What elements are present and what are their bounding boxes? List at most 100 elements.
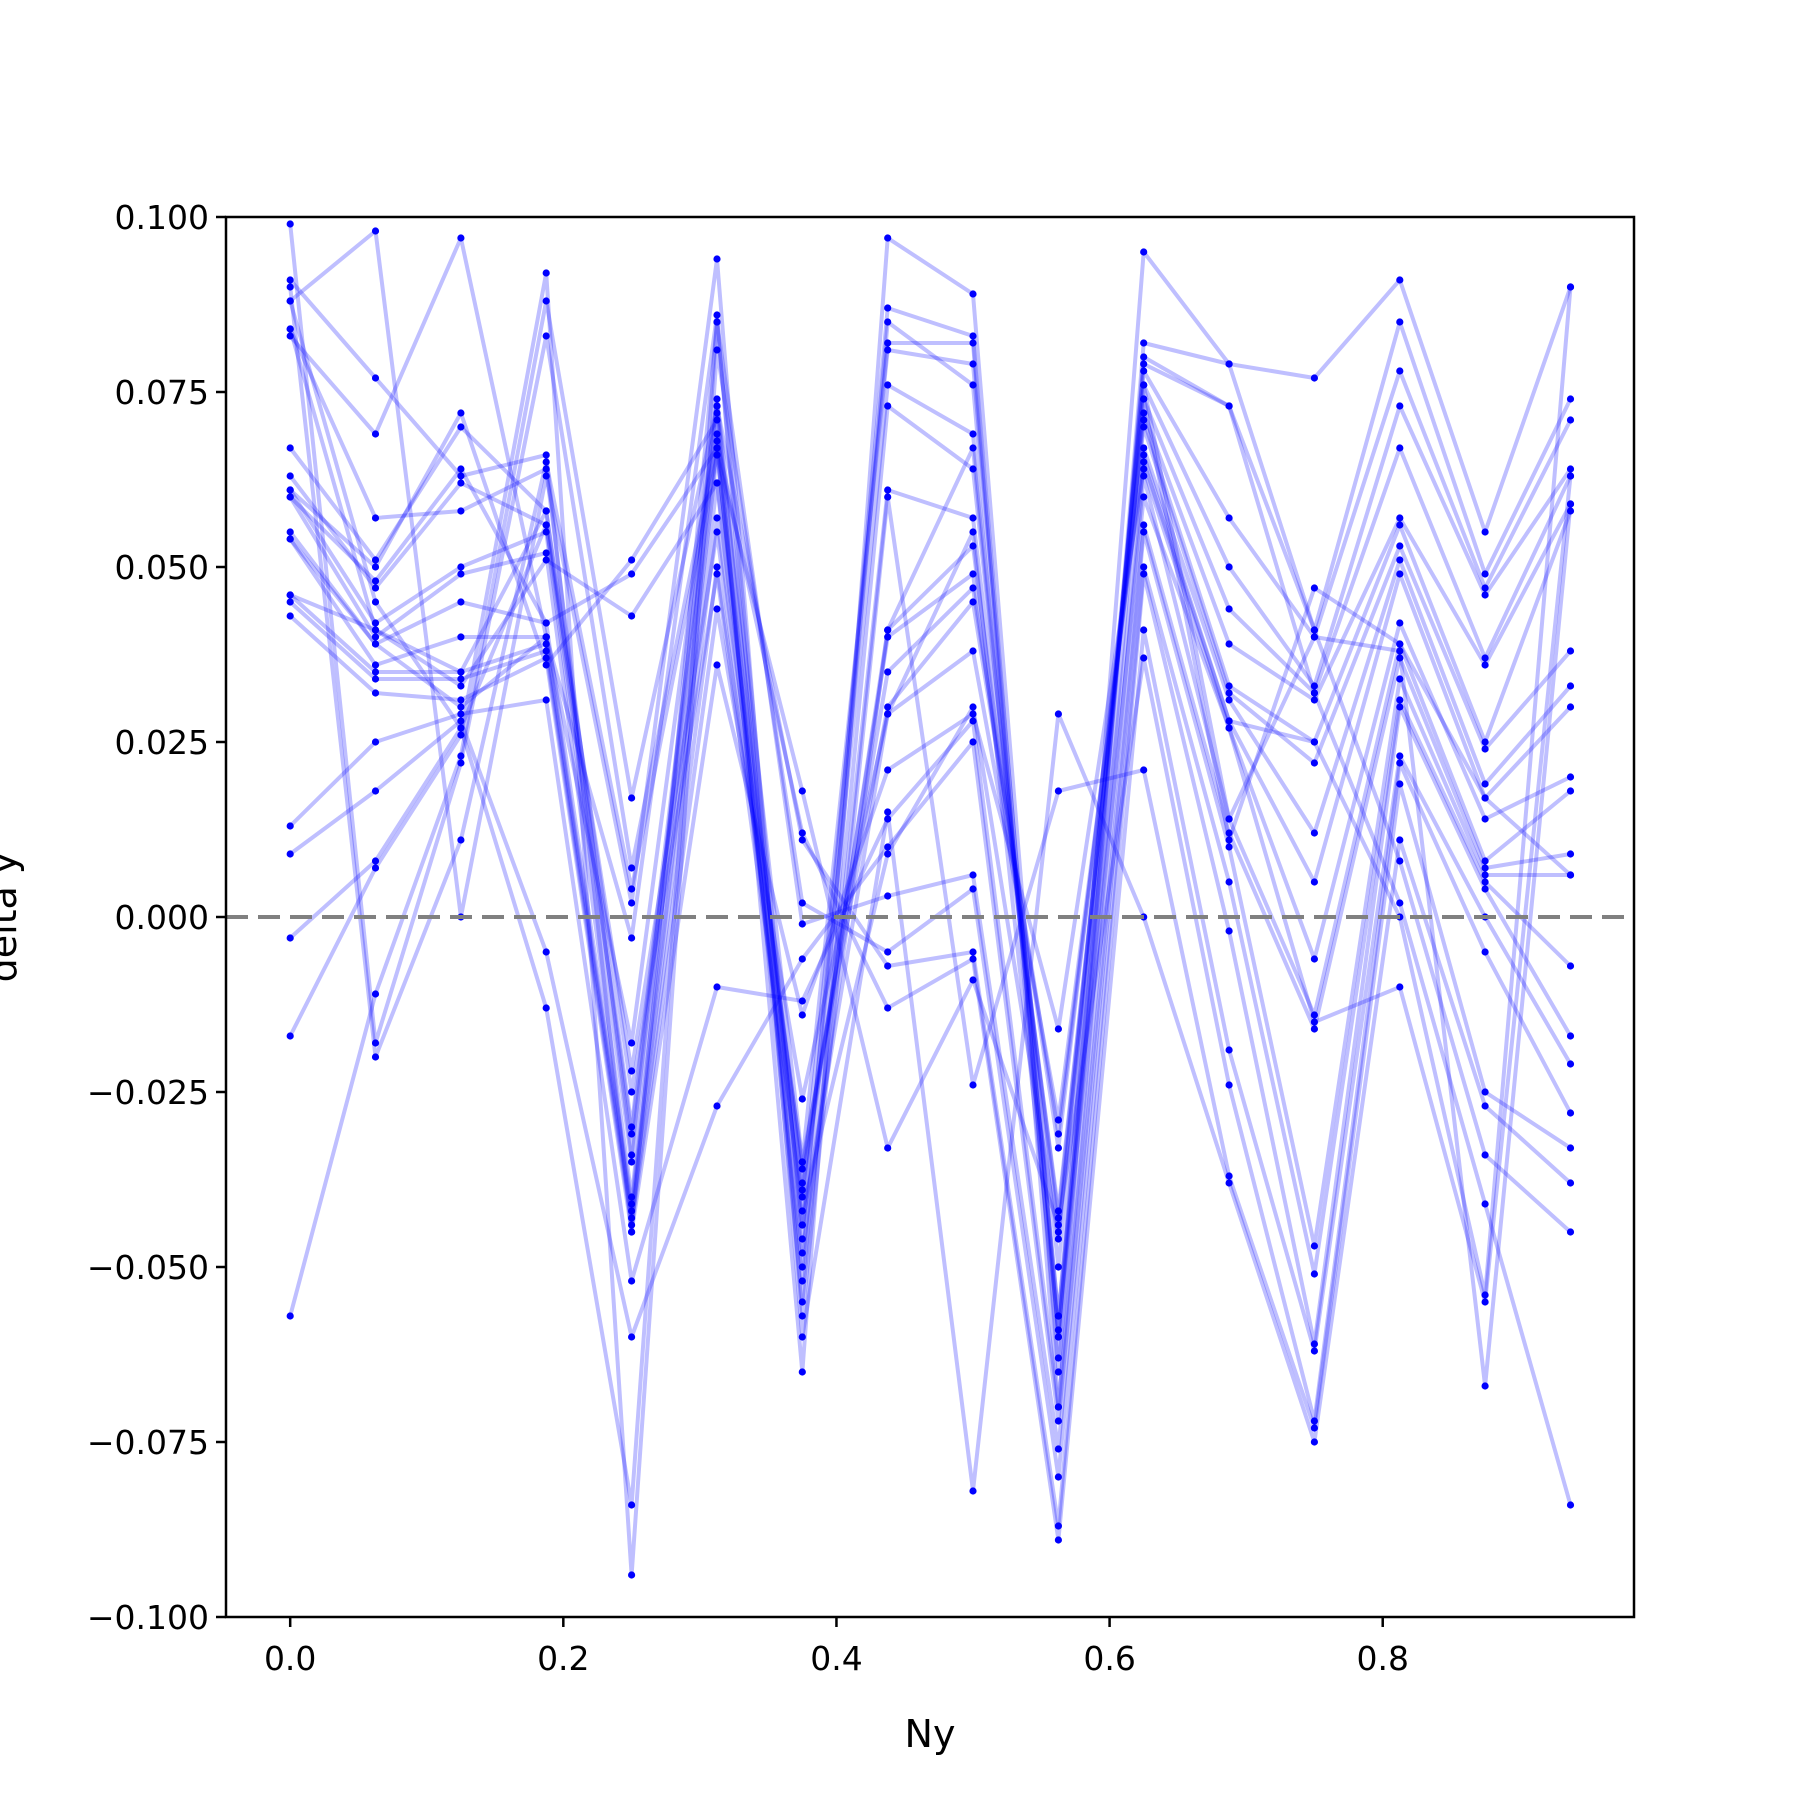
data-point bbox=[371, 374, 380, 382]
data-point bbox=[542, 465, 550, 473]
data-point bbox=[542, 451, 550, 459]
data-point bbox=[884, 1004, 892, 1012]
y-tick-label: 0.050 bbox=[115, 548, 209, 587]
data-point bbox=[1481, 794, 1489, 802]
data-point bbox=[542, 640, 550, 648]
data-point bbox=[1225, 563, 1233, 571]
data-point bbox=[1396, 654, 1404, 662]
data-point bbox=[457, 472, 465, 480]
data-point bbox=[1396, 402, 1404, 410]
y-axis-label: delta y bbox=[0, 852, 25, 983]
data-point bbox=[371, 598, 380, 606]
data-point bbox=[713, 416, 721, 424]
data-point bbox=[1140, 563, 1148, 571]
data-point bbox=[1310, 738, 1318, 746]
data-point bbox=[798, 1263, 806, 1271]
data-point bbox=[969, 360, 977, 368]
data-point bbox=[1310, 1018, 1318, 1026]
data-point bbox=[798, 829, 806, 837]
data-point bbox=[1396, 752, 1404, 760]
data-point bbox=[457, 570, 465, 578]
data-point bbox=[1396, 521, 1404, 529]
data-point bbox=[1225, 1081, 1233, 1089]
data-point bbox=[542, 948, 550, 956]
data-point bbox=[457, 668, 465, 676]
data-point bbox=[798, 1165, 806, 1173]
data-point bbox=[1225, 1172, 1233, 1180]
data-point bbox=[798, 955, 806, 963]
data-point bbox=[1481, 885, 1489, 893]
data-point bbox=[1310, 1011, 1318, 1019]
data-point bbox=[1481, 1088, 1489, 1096]
data-point bbox=[371, 619, 380, 627]
data-point bbox=[884, 346, 892, 354]
data-point bbox=[286, 1312, 294, 1320]
data-point bbox=[1566, 682, 1575, 690]
data-point bbox=[628, 1088, 636, 1096]
data-point bbox=[371, 430, 380, 438]
data-point bbox=[1054, 1522, 1062, 1530]
data-point bbox=[457, 423, 465, 431]
data-point bbox=[1225, 724, 1233, 732]
data-point bbox=[969, 871, 977, 879]
series-line-23 bbox=[289, 286, 1573, 1318]
data-point bbox=[371, 227, 380, 235]
data-point bbox=[286, 934, 294, 942]
data-point bbox=[1396, 570, 1404, 578]
data-point bbox=[1054, 1417, 1062, 1425]
data-point bbox=[798, 1011, 806, 1019]
data-point bbox=[1054, 1025, 1062, 1033]
data-point bbox=[1140, 570, 1148, 578]
data-point bbox=[628, 1277, 636, 1285]
y-tick-label: −0.050 bbox=[87, 1248, 209, 1287]
data-point bbox=[457, 507, 465, 515]
data-point bbox=[884, 948, 892, 956]
data-point bbox=[969, 703, 977, 711]
series-line-21 bbox=[288, 236, 1572, 1374]
data-point bbox=[371, 514, 380, 522]
data-point bbox=[798, 997, 806, 1005]
data-point bbox=[1396, 857, 1404, 865]
data-point bbox=[1396, 514, 1404, 522]
x-axis: 0.0 0.2 0.4 0.6 0.8 bbox=[264, 1617, 1409, 1678]
data-point bbox=[1140, 766, 1148, 774]
y-tick-label: 0.000 bbox=[115, 898, 209, 937]
data-point bbox=[1225, 878, 1233, 886]
data-point bbox=[457, 752, 465, 760]
data-point bbox=[713, 444, 721, 452]
data-point bbox=[1310, 955, 1318, 963]
series-line-9 bbox=[288, 446, 1573, 1220]
data-point bbox=[286, 528, 294, 536]
data-point bbox=[1566, 465, 1575, 473]
data-point bbox=[286, 283, 294, 291]
data-point bbox=[542, 654, 550, 662]
data-point bbox=[1566, 647, 1575, 655]
data-point bbox=[371, 577, 380, 585]
data-point bbox=[713, 528, 721, 536]
data-point bbox=[1054, 1333, 1062, 1341]
data-point bbox=[1396, 556, 1404, 564]
y-tick-label: −0.100 bbox=[87, 1598, 209, 1637]
data-point bbox=[884, 668, 892, 676]
data-point bbox=[713, 255, 721, 263]
series-line-15 bbox=[288, 271, 1572, 1577]
data-point bbox=[969, 885, 977, 893]
data-point bbox=[1140, 521, 1148, 529]
data-point bbox=[1396, 983, 1404, 991]
data-point bbox=[1310, 1242, 1318, 1250]
data-point bbox=[1140, 339, 1148, 347]
data-point bbox=[457, 409, 465, 417]
series-line-4 bbox=[288, 383, 1573, 1304]
data-point bbox=[798, 1368, 806, 1376]
data-point bbox=[1225, 605, 1233, 613]
x-tick-label: 0.0 bbox=[264, 1639, 316, 1678]
data-point bbox=[542, 661, 550, 669]
data-point bbox=[371, 738, 380, 746]
data-point bbox=[628, 1193, 636, 1201]
data-point bbox=[457, 682, 465, 690]
data-point bbox=[1396, 619, 1404, 627]
data-point bbox=[1140, 626, 1148, 634]
data-point bbox=[628, 1228, 636, 1236]
data-point bbox=[1140, 654, 1148, 662]
y-tick-label: −0.025 bbox=[87, 1073, 209, 1112]
